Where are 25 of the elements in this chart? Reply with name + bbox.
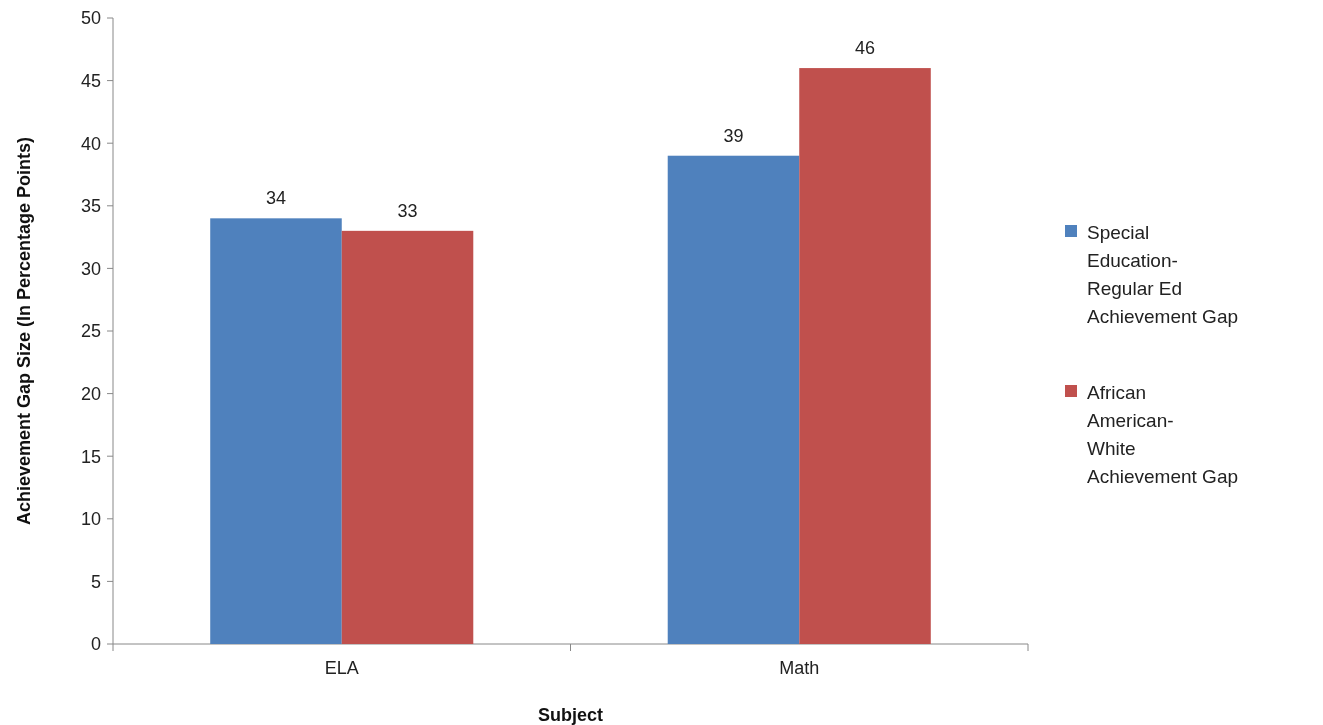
y-tick-label: 25 [80,321,101,342]
y-tick-label: 0 [90,634,101,655]
x-tick-label: ELA [324,658,359,678]
y-tick-label: 35 [80,196,101,217]
legend-label: Special Education-Regular Ed Achievement Gap [1087,221,1239,327]
y-tick-label: 45 [80,70,101,91]
y-tick-label: 50 [80,8,101,29]
y-tick-label: 15 [80,446,101,467]
data-label: 39 [723,125,744,146]
y-tick-label: 5 [90,571,101,592]
y-tick-label: 40 [80,133,101,154]
legend-label: African American-White Achievement Gap [1087,381,1239,487]
y-tick-label: 30 [80,258,101,279]
data-label: 33 [397,200,418,221]
bar [667,155,800,644]
x-axis-title: Subject [537,705,604,725]
y-tick-label: 20 [80,383,101,404]
bar [210,218,342,644]
data-label: 34 [265,188,286,209]
bar [341,230,474,644]
data-label: 46 [855,38,876,59]
y-axis-title: Achievement Gap Size (In Percentage Points) [14,136,34,526]
x-tick-label: Math [779,658,820,678]
y-tick-label: 10 [80,509,101,530]
bar [799,68,931,644]
